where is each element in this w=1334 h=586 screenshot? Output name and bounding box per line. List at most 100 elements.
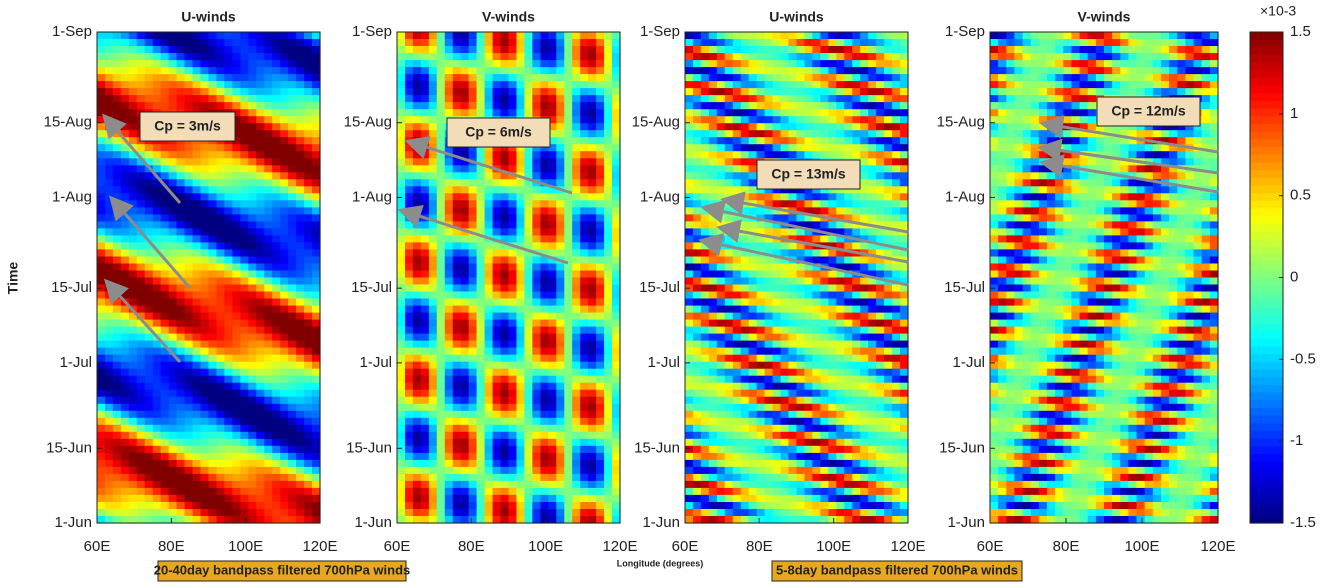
field-cell bbox=[452, 347, 462, 356]
field-cell bbox=[420, 431, 430, 440]
field-cell bbox=[564, 312, 573, 321]
field-cell bbox=[256, 389, 265, 398]
field-cell bbox=[612, 375, 621, 384]
field-cell bbox=[144, 144, 154, 152]
field-cell bbox=[780, 116, 790, 124]
field-cell bbox=[788, 494, 798, 503]
field-cell bbox=[548, 277, 557, 286]
field-cell bbox=[288, 431, 297, 440]
field-cell bbox=[556, 214, 565, 222]
field-cell bbox=[304, 81, 313, 89]
field-cell bbox=[192, 438, 202, 447]
field-cell bbox=[788, 396, 798, 405]
field-cell bbox=[740, 368, 750, 377]
field-cell bbox=[312, 235, 321, 243]
field-cell bbox=[397, 438, 406, 447]
field-cell bbox=[540, 509, 549, 517]
field-cell bbox=[548, 53, 557, 61]
field-cell bbox=[200, 228, 210, 236]
field-cell bbox=[693, 438, 702, 447]
field-cell bbox=[580, 466, 589, 475]
field-cell bbox=[152, 32, 162, 40]
field-cell bbox=[780, 200, 790, 208]
field-cell bbox=[152, 186, 162, 194]
field-cell bbox=[232, 207, 241, 215]
field-cell bbox=[484, 375, 494, 384]
field-cell bbox=[788, 67, 798, 75]
field-cell bbox=[128, 452, 138, 461]
field-cell bbox=[756, 305, 766, 314]
field-cell bbox=[468, 340, 478, 349]
field-cell bbox=[700, 291, 710, 300]
field-cell bbox=[756, 74, 766, 82]
field-cell bbox=[144, 60, 154, 68]
field-cell bbox=[272, 347, 281, 356]
field-cell bbox=[500, 361, 510, 370]
field-cell bbox=[280, 67, 289, 75]
field-cell bbox=[476, 158, 486, 166]
field-cell bbox=[524, 284, 533, 293]
field-cell bbox=[780, 81, 790, 89]
field-cell bbox=[420, 368, 430, 377]
field-cell bbox=[532, 95, 541, 103]
field-cell bbox=[588, 102, 597, 110]
field-cell bbox=[304, 298, 313, 307]
field-cell bbox=[564, 494, 573, 503]
field-cell bbox=[288, 53, 297, 61]
field-cell bbox=[604, 116, 613, 124]
field-cell bbox=[693, 340, 702, 349]
field-cell bbox=[216, 151, 226, 159]
field-cell bbox=[97, 207, 106, 215]
field-cell bbox=[708, 277, 718, 286]
field-cell bbox=[264, 88, 273, 96]
field-cell bbox=[296, 354, 305, 363]
field-cell bbox=[468, 487, 478, 496]
field-cell bbox=[756, 431, 766, 440]
field-cell bbox=[436, 403, 446, 412]
field-cell bbox=[296, 333, 305, 342]
field-cell bbox=[240, 95, 249, 103]
field-cell bbox=[460, 445, 470, 454]
field-cell bbox=[564, 193, 573, 201]
field-cell bbox=[97, 354, 106, 363]
field-cell bbox=[484, 32, 494, 40]
field-cell bbox=[200, 270, 210, 279]
field-cell bbox=[397, 319, 406, 328]
field-cell bbox=[740, 116, 750, 124]
field-cell bbox=[184, 368, 194, 377]
field-cell bbox=[192, 452, 202, 461]
field-cell bbox=[468, 417, 478, 426]
field-cell bbox=[772, 516, 782, 524]
field-cell bbox=[280, 228, 289, 236]
field-cell bbox=[548, 473, 557, 482]
field-cell bbox=[492, 431, 502, 440]
field-cell bbox=[476, 67, 486, 75]
field-cell bbox=[420, 516, 430, 524]
field-cell bbox=[700, 53, 710, 61]
field-cell bbox=[272, 179, 281, 187]
field-cell bbox=[532, 516, 541, 524]
field-cell bbox=[248, 298, 257, 307]
field-cell bbox=[732, 263, 742, 272]
field-cell bbox=[405, 193, 414, 201]
field-cell bbox=[112, 81, 122, 89]
field-cell bbox=[232, 39, 241, 47]
field-cell bbox=[168, 473, 178, 482]
field-cell bbox=[216, 277, 226, 286]
field-cell bbox=[484, 333, 494, 342]
field-cell bbox=[436, 46, 446, 54]
field-cell bbox=[428, 494, 438, 503]
field-cell bbox=[556, 431, 565, 440]
field-cell bbox=[492, 403, 502, 412]
field-cell bbox=[740, 438, 750, 447]
field-cell bbox=[200, 375, 210, 384]
field-cell bbox=[468, 452, 478, 461]
field-cell bbox=[288, 95, 297, 103]
field-cell bbox=[732, 312, 742, 321]
field-cell bbox=[732, 193, 742, 201]
field-cell bbox=[192, 46, 202, 54]
field-cell bbox=[468, 179, 478, 187]
field-cell bbox=[556, 382, 565, 391]
field-cell bbox=[596, 109, 605, 117]
field-cell bbox=[248, 81, 257, 89]
